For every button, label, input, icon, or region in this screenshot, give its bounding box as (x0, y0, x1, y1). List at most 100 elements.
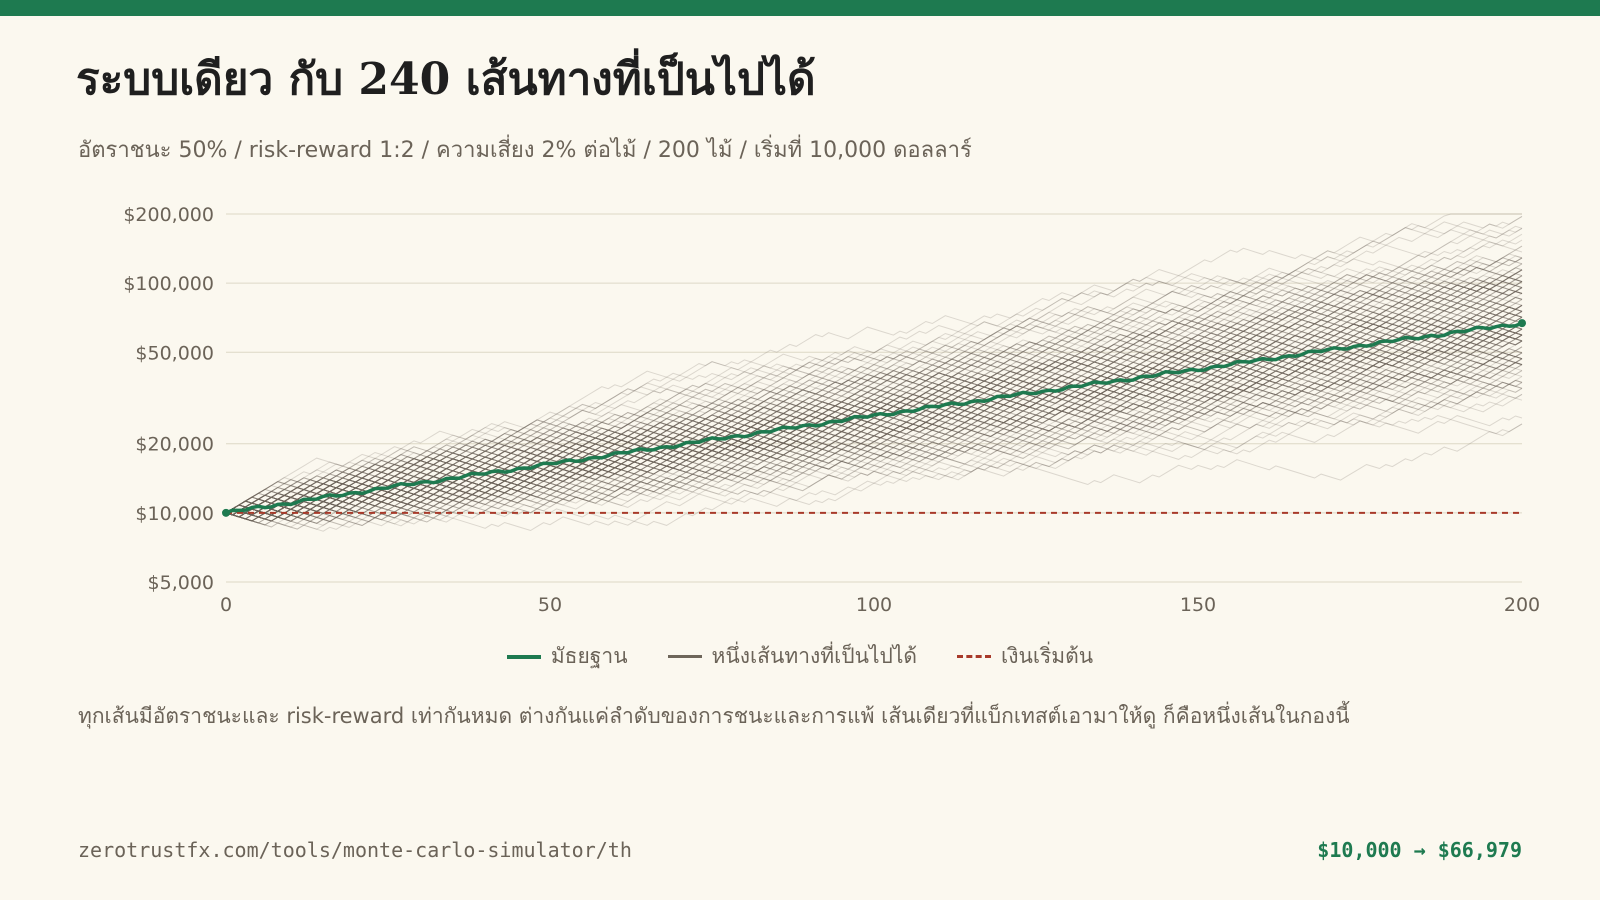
simulation-path (225, 255, 1523, 514)
simulation-path (225, 383, 1523, 516)
simulation-path (225, 263, 1523, 522)
simulation-path (225, 278, 1523, 523)
simulation-paths (225, 213, 1523, 532)
simulation-path (225, 358, 1523, 518)
simulation-path (225, 213, 1522, 514)
simulation-path (225, 414, 1523, 516)
simulation-path (225, 245, 1523, 514)
legend-item-path: หนึ่งเส้นทางที่เป็นไปได้ (667, 640, 918, 673)
simulation-path (225, 356, 1523, 518)
simulation-path (225, 332, 1523, 516)
simulation-path (225, 362, 1523, 518)
simulation-path (225, 273, 1523, 516)
simulation-path (225, 346, 1523, 518)
y-tick-label: $200,000 (123, 204, 214, 226)
simulation-path (225, 310, 1523, 516)
simulation-path (225, 304, 1523, 516)
simulation-path (225, 377, 1523, 514)
simulation-path (225, 306, 1523, 518)
top-accent-bar (0, 0, 1600, 16)
simulation-path (225, 340, 1523, 522)
simulation-path (225, 347, 1523, 514)
simulation-path (225, 312, 1523, 514)
simulation-path (225, 293, 1523, 518)
simulation-path (225, 257, 1523, 516)
simulation-path (225, 310, 1523, 514)
simulation-path (225, 376, 1523, 514)
simulation-path (225, 290, 1523, 518)
x-tick-label: 0 (220, 594, 232, 616)
simulation-path (225, 348, 1523, 516)
simulation-path (225, 363, 1523, 514)
simulation-path (225, 360, 1523, 516)
simulation-path (225, 298, 1523, 516)
simulation-path (225, 322, 1523, 514)
simulation-path (225, 257, 1523, 518)
simulation-path (225, 328, 1523, 516)
simulation-path (225, 364, 1523, 520)
simulation-path (225, 418, 1523, 516)
simulation-path (225, 229, 1523, 514)
simulation-path (225, 314, 1523, 522)
simulation-path (225, 322, 1523, 526)
simulation-path (225, 334, 1523, 514)
simulation-path (225, 330, 1523, 516)
simulation-path (225, 304, 1523, 514)
simulation-path (225, 317, 1523, 514)
simulation-path (225, 286, 1523, 516)
simulation-path (225, 352, 1523, 514)
simulation-path (225, 304, 1523, 518)
simulation-path (225, 362, 1523, 514)
simulation-path (225, 316, 1523, 514)
simulation-path (225, 320, 1523, 514)
simulation-path (225, 338, 1523, 518)
simulation-path (225, 346, 1523, 522)
simulation-path (225, 269, 1523, 518)
simulation-path (225, 275, 1523, 516)
simulation-path (225, 312, 1523, 514)
simulation-path (225, 331, 1523, 516)
simulation-path (225, 304, 1523, 520)
simulation-path (225, 328, 1523, 514)
simulation-path (225, 333, 1523, 518)
simulation-path (225, 274, 1523, 518)
legend-label-baseline: เงินเริ่มต้น (1001, 644, 1094, 668)
simulation-path (225, 233, 1523, 514)
y-tick-label: $20,000 (135, 434, 214, 456)
x-tick-label: 50 (538, 594, 562, 616)
chart-legend: มัธยฐาน หนึ่งเส้นทางที่เป็นไปได้ เงินเริ… (0, 640, 1600, 673)
simulation-path (225, 329, 1523, 519)
simulation-path (225, 379, 1523, 522)
simulation-path (225, 290, 1523, 518)
simulation-path (225, 383, 1523, 514)
simulation-path (225, 334, 1523, 514)
simulation-path (225, 257, 1523, 516)
simulation-path (225, 330, 1523, 514)
simulation-path (225, 350, 1523, 518)
simulation-path (225, 367, 1523, 514)
simulation-path (225, 321, 1523, 514)
simulation-path (225, 371, 1523, 514)
simulation-path (225, 320, 1523, 514)
simulation-path (225, 304, 1523, 516)
simulation-path (225, 287, 1523, 514)
simulation-path (225, 227, 1523, 514)
x-tick-label: 100 (856, 594, 892, 616)
simulation-path (225, 290, 1523, 522)
simulation-path (225, 316, 1523, 522)
simulation-path (225, 300, 1523, 514)
legend-label-path: หนึ่งเส้นทางที่เป็นไปได้ (711, 644, 918, 668)
simulation-path (225, 263, 1523, 518)
simulation-path (225, 322, 1523, 518)
y-tick-label: $50,000 (135, 342, 214, 364)
simulation-path (225, 296, 1523, 514)
simulation-path (225, 330, 1523, 514)
simulation-path (225, 362, 1523, 516)
simulation-path (225, 377, 1523, 521)
simulation-path (225, 316, 1523, 521)
simulation-path (225, 287, 1523, 514)
simulation-path (225, 338, 1523, 516)
simulation-path (225, 306, 1523, 516)
simulation-path (225, 306, 1523, 518)
simulation-path (225, 279, 1523, 520)
